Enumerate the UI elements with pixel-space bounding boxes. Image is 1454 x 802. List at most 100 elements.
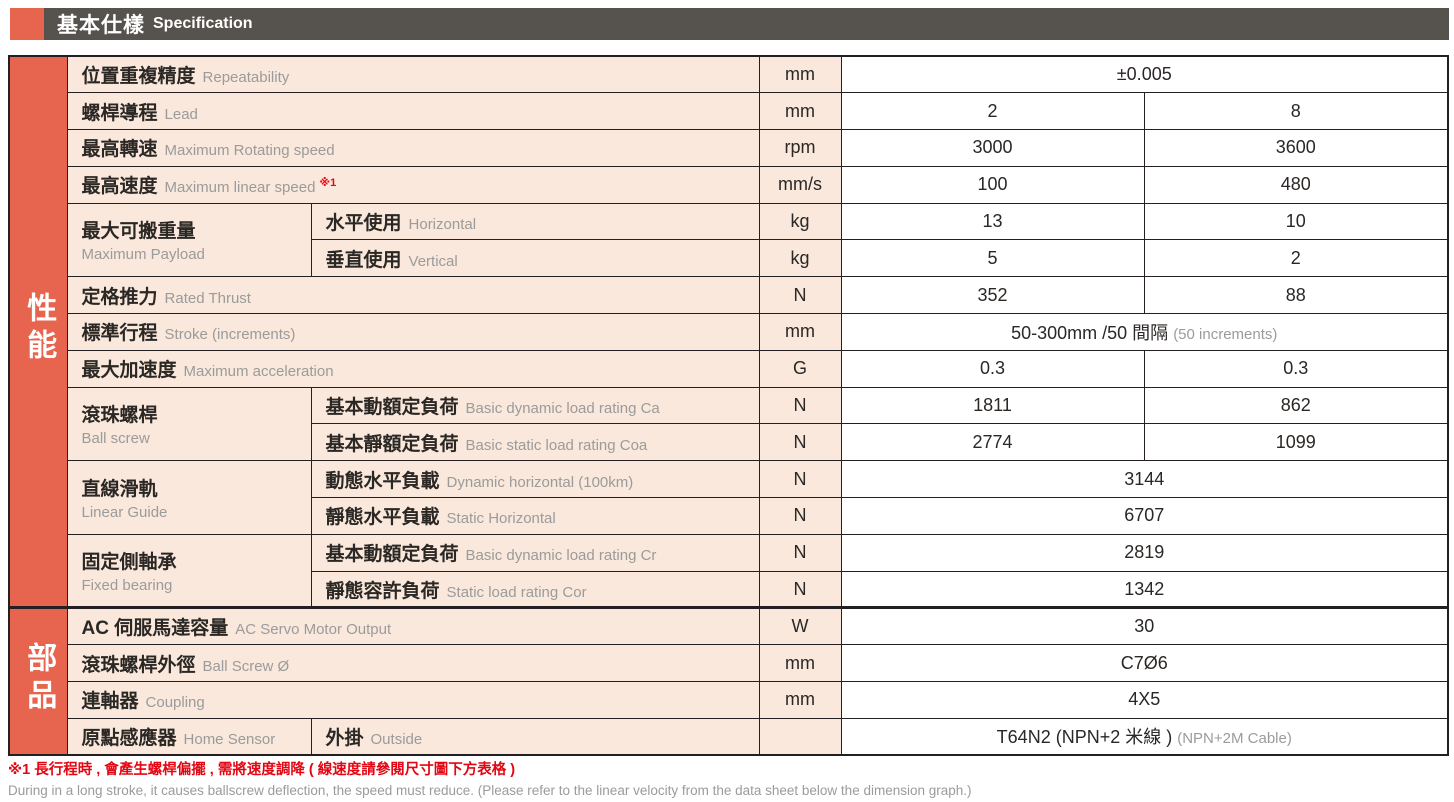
footnotes: ※1 長行程時 , 會產生螺桿偏擺 , 需將速度調降 ( 線速度請參閱尺寸圖下方… bbox=[8, 761, 1448, 800]
lead-unit: mm bbox=[758, 92, 842, 131]
fixedbearing-dynamic-value: 2819 bbox=[840, 533, 1449, 572]
stroke-unit: mm bbox=[758, 313, 842, 351]
row-stroke: 標準行程 Stroke (increments) mm 50-300mm /50 … bbox=[9, 313, 1449, 351]
payload-vertical-label: 垂直使用 Vertical bbox=[310, 239, 760, 278]
lead-value-2: 8 bbox=[1143, 92, 1449, 131]
max-linear-speed-value-1: 100 bbox=[840, 165, 1145, 204]
fixed-bearing-label: 固定側軸承 Fixed bearing bbox=[66, 533, 312, 609]
row-servo-output: 部品 AC 伺服馬達容量 AC Servo Motor Output W 30 bbox=[8, 606, 1449, 756]
payload-vertical-unit: kg bbox=[758, 239, 842, 278]
ballscrew-dynamic-label: 基本動額定負荷 Basic dynamic load rating Ca bbox=[310, 386, 760, 425]
max-linear-speed-label: 最高速度 Maximum linear speed ※1 bbox=[66, 165, 760, 204]
row-linearguide-dynamic: 直線滑軌 Linear Guide 動態水平負載 Dynamic horizont… bbox=[9, 460, 1449, 535]
footnote-en: During in a long stroke, it causes balls… bbox=[8, 783, 972, 798]
row-fixedbearing-dynamic: 固定側軸承 Fixed bearing 基本動額定負荷 Basic dynamic… bbox=[9, 533, 1449, 609]
repeatability-value: ±0.005 bbox=[840, 55, 1449, 94]
page-title-zh: 基本仕樣 bbox=[57, 14, 145, 37]
row-ballscrew-dynamic: 滾珠螺桿 Ball screw 基本動額定負荷 Basic dynamic loa… bbox=[9, 386, 1449, 462]
rated-thrust-value-1: 352 bbox=[840, 276, 1145, 315]
footnote-marker: ※1 bbox=[319, 176, 337, 189]
ballscrew-static-label: 基本靜額定負荷 Basic static load rating Coa bbox=[310, 423, 760, 462]
linearguide-static-unit: N bbox=[758, 497, 842, 535]
footnote-zh: ※1 長行程時 , 會產生螺桿偏擺 , 需將速度調降 ( 線速度請參閱尺寸圖下方… bbox=[8, 762, 516, 778]
row-repeatability: 性能 位置重複精度 Repeatability mm ±0.005 bbox=[8, 55, 1449, 609]
rated-thrust-label: 定格推力 Rated Thrust bbox=[66, 276, 760, 315]
linearguide-dynamic-unit: N bbox=[758, 460, 842, 499]
row-payload-vertical: 垂直使用 Vertical kg 5 2 bbox=[9, 239, 1449, 278]
ballscrew-dynamic-value-2: 862 bbox=[1143, 386, 1449, 425]
max-acceleration-unit: G bbox=[758, 349, 842, 388]
page-title-en: Specification bbox=[153, 15, 253, 32]
home-sensor-type-label: 外掛 Outside bbox=[310, 717, 760, 756]
payload-horizontal-label: 水平使用 Horizontal bbox=[310, 202, 760, 241]
max-rotating-speed-unit: rpm bbox=[758, 129, 842, 167]
linearguide-dynamic-label: 動態水平負載 Dynamic horizontal (100km) bbox=[310, 460, 760, 499]
row-fixedbearing-static: 靜態容許負荷 Static load rating Cor N 1342 bbox=[9, 570, 1449, 609]
row-lead: 螺桿導程 Lead mm 2 8 bbox=[9, 92, 1449, 131]
row-ballscrew-static: 基本靜額定負荷 Basic static load rating Coa N 27… bbox=[9, 423, 1449, 462]
row-coupling: 連軸器 Coupling mm 4X5 bbox=[9, 681, 1449, 719]
row-max-acceleration: 最大加速度 Maximum acceleration G 0.3 0.3 bbox=[9, 349, 1449, 388]
home-sensor-unit bbox=[758, 717, 842, 756]
rated-thrust-value-2: 88 bbox=[1143, 276, 1449, 315]
ball-screw-od-unit: mm bbox=[758, 644, 842, 683]
stroke-label: 標準行程 Stroke (increments) bbox=[66, 313, 760, 351]
section-label-performance: 性能 bbox=[8, 55, 68, 609]
ballscrew-static-value-1: 2774 bbox=[840, 423, 1145, 462]
ball-screw-label: 滾珠螺桿 Ball screw bbox=[66, 386, 312, 462]
payload-horizontal-unit: kg bbox=[758, 202, 842, 241]
spec-table: 性能 位置重複精度 Repeatability mm ±0.005 螺桿導程 Lea… bbox=[8, 55, 1450, 757]
ballscrew-static-unit: N bbox=[758, 423, 842, 462]
linear-guide-label: 直線滑軌 Linear Guide bbox=[66, 460, 312, 535]
home-sensor-label: 原點感應器 Home Sensor bbox=[66, 717, 312, 756]
coupling-label: 連軸器 Coupling bbox=[66, 681, 760, 719]
max-rotating-speed-value-2: 3600 bbox=[1143, 129, 1449, 167]
fixedbearing-dynamic-label: 基本動額定負荷 Basic dynamic load rating Cr bbox=[310, 533, 760, 572]
lead-label: 螺桿導程 Lead bbox=[66, 92, 760, 131]
home-sensor-value: T64N2 (NPN+2 米線 ) (NPN+2M Cable) bbox=[840, 717, 1449, 756]
servo-output-unit: W bbox=[758, 606, 842, 646]
row-rated-thrust: 定格推力 Rated Thrust N 352 88 bbox=[9, 276, 1449, 315]
ballscrew-dynamic-value-1: 1811 bbox=[840, 386, 1145, 425]
max-acceleration-value-1: 0.3 bbox=[840, 349, 1145, 388]
max-acceleration-value-2: 0.3 bbox=[1143, 349, 1449, 388]
payload-horizontal-value-1: 13 bbox=[840, 202, 1145, 241]
payload-horizontal-value-2: 10 bbox=[1143, 202, 1449, 241]
max-linear-speed-value-2: 480 bbox=[1143, 165, 1449, 204]
servo-output-label: AC 伺服馬達容量 AC Servo Motor Output bbox=[66, 606, 760, 646]
max-linear-speed-unit: mm/s bbox=[758, 165, 842, 204]
rated-thrust-unit: N bbox=[758, 276, 842, 315]
payload-vertical-value-2: 2 bbox=[1143, 239, 1449, 278]
ballscrew-dynamic-unit: N bbox=[758, 386, 842, 425]
fixedbearing-static-label: 靜態容許負荷 Static load rating Cor bbox=[310, 570, 760, 609]
linearguide-dynamic-value: 3144 bbox=[840, 460, 1449, 499]
section-label-parts: 部品 bbox=[8, 606, 68, 756]
row-max-rotating-speed: 最高轉速 Maximum Rotating speed rpm 3000 3600 bbox=[9, 129, 1449, 167]
accent-square bbox=[10, 8, 44, 40]
row-payload-horizontal: 最大可搬重量 Maximum Payload 水平使用 Horizontal kg… bbox=[9, 202, 1449, 278]
ball-screw-od-label: 滾珠螺桿外徑 Ball Screw Ø bbox=[66, 644, 760, 683]
row-max-linear-speed: 最高速度 Maximum linear speed ※1 mm/s 100 480 bbox=[9, 165, 1449, 204]
coupling-unit: mm bbox=[758, 681, 842, 719]
lead-value-1: 2 bbox=[840, 92, 1145, 131]
fixedbearing-static-unit: N bbox=[758, 570, 842, 609]
ballscrew-static-value-2: 1099 bbox=[1143, 423, 1449, 462]
max-rotating-speed-label: 最高轉速 Maximum Rotating speed bbox=[66, 129, 760, 167]
payload-vertical-value-1: 5 bbox=[840, 239, 1145, 278]
row-home-sensor: 原點感應器 Home Sensor 外掛 Outside T64N2 (NPN+2 … bbox=[9, 717, 1449, 756]
row-linearguide-static: 靜態水平負載 Static Horizontal N 6707 bbox=[9, 497, 1449, 535]
servo-output-value: 30 bbox=[840, 606, 1449, 646]
row-ball-screw-od: 滾珠螺桿外徑 Ball Screw Ø mm C7Ø6 bbox=[9, 644, 1449, 683]
max-rotating-speed-value-1: 3000 bbox=[840, 129, 1145, 167]
stroke-value: 50-300mm /50 間隔 (50 increments) bbox=[840, 313, 1449, 351]
linearguide-static-label: 靜態水平負載 Static Horizontal bbox=[310, 497, 760, 535]
max-payload-label: 最大可搬重量 Maximum Payload bbox=[66, 202, 312, 278]
linearguide-static-value: 6707 bbox=[840, 497, 1449, 535]
fixedbearing-static-value: 1342 bbox=[840, 570, 1449, 609]
repeatability-unit: mm bbox=[758, 55, 842, 94]
section-title-bar: 基本仕樣 Specification bbox=[44, 8, 1449, 40]
repeatability-label: 位置重複精度 Repeatability bbox=[66, 55, 760, 94]
fixedbearing-dynamic-unit: N bbox=[758, 533, 842, 572]
ball-screw-od-value: C7Ø6 bbox=[840, 644, 1449, 683]
